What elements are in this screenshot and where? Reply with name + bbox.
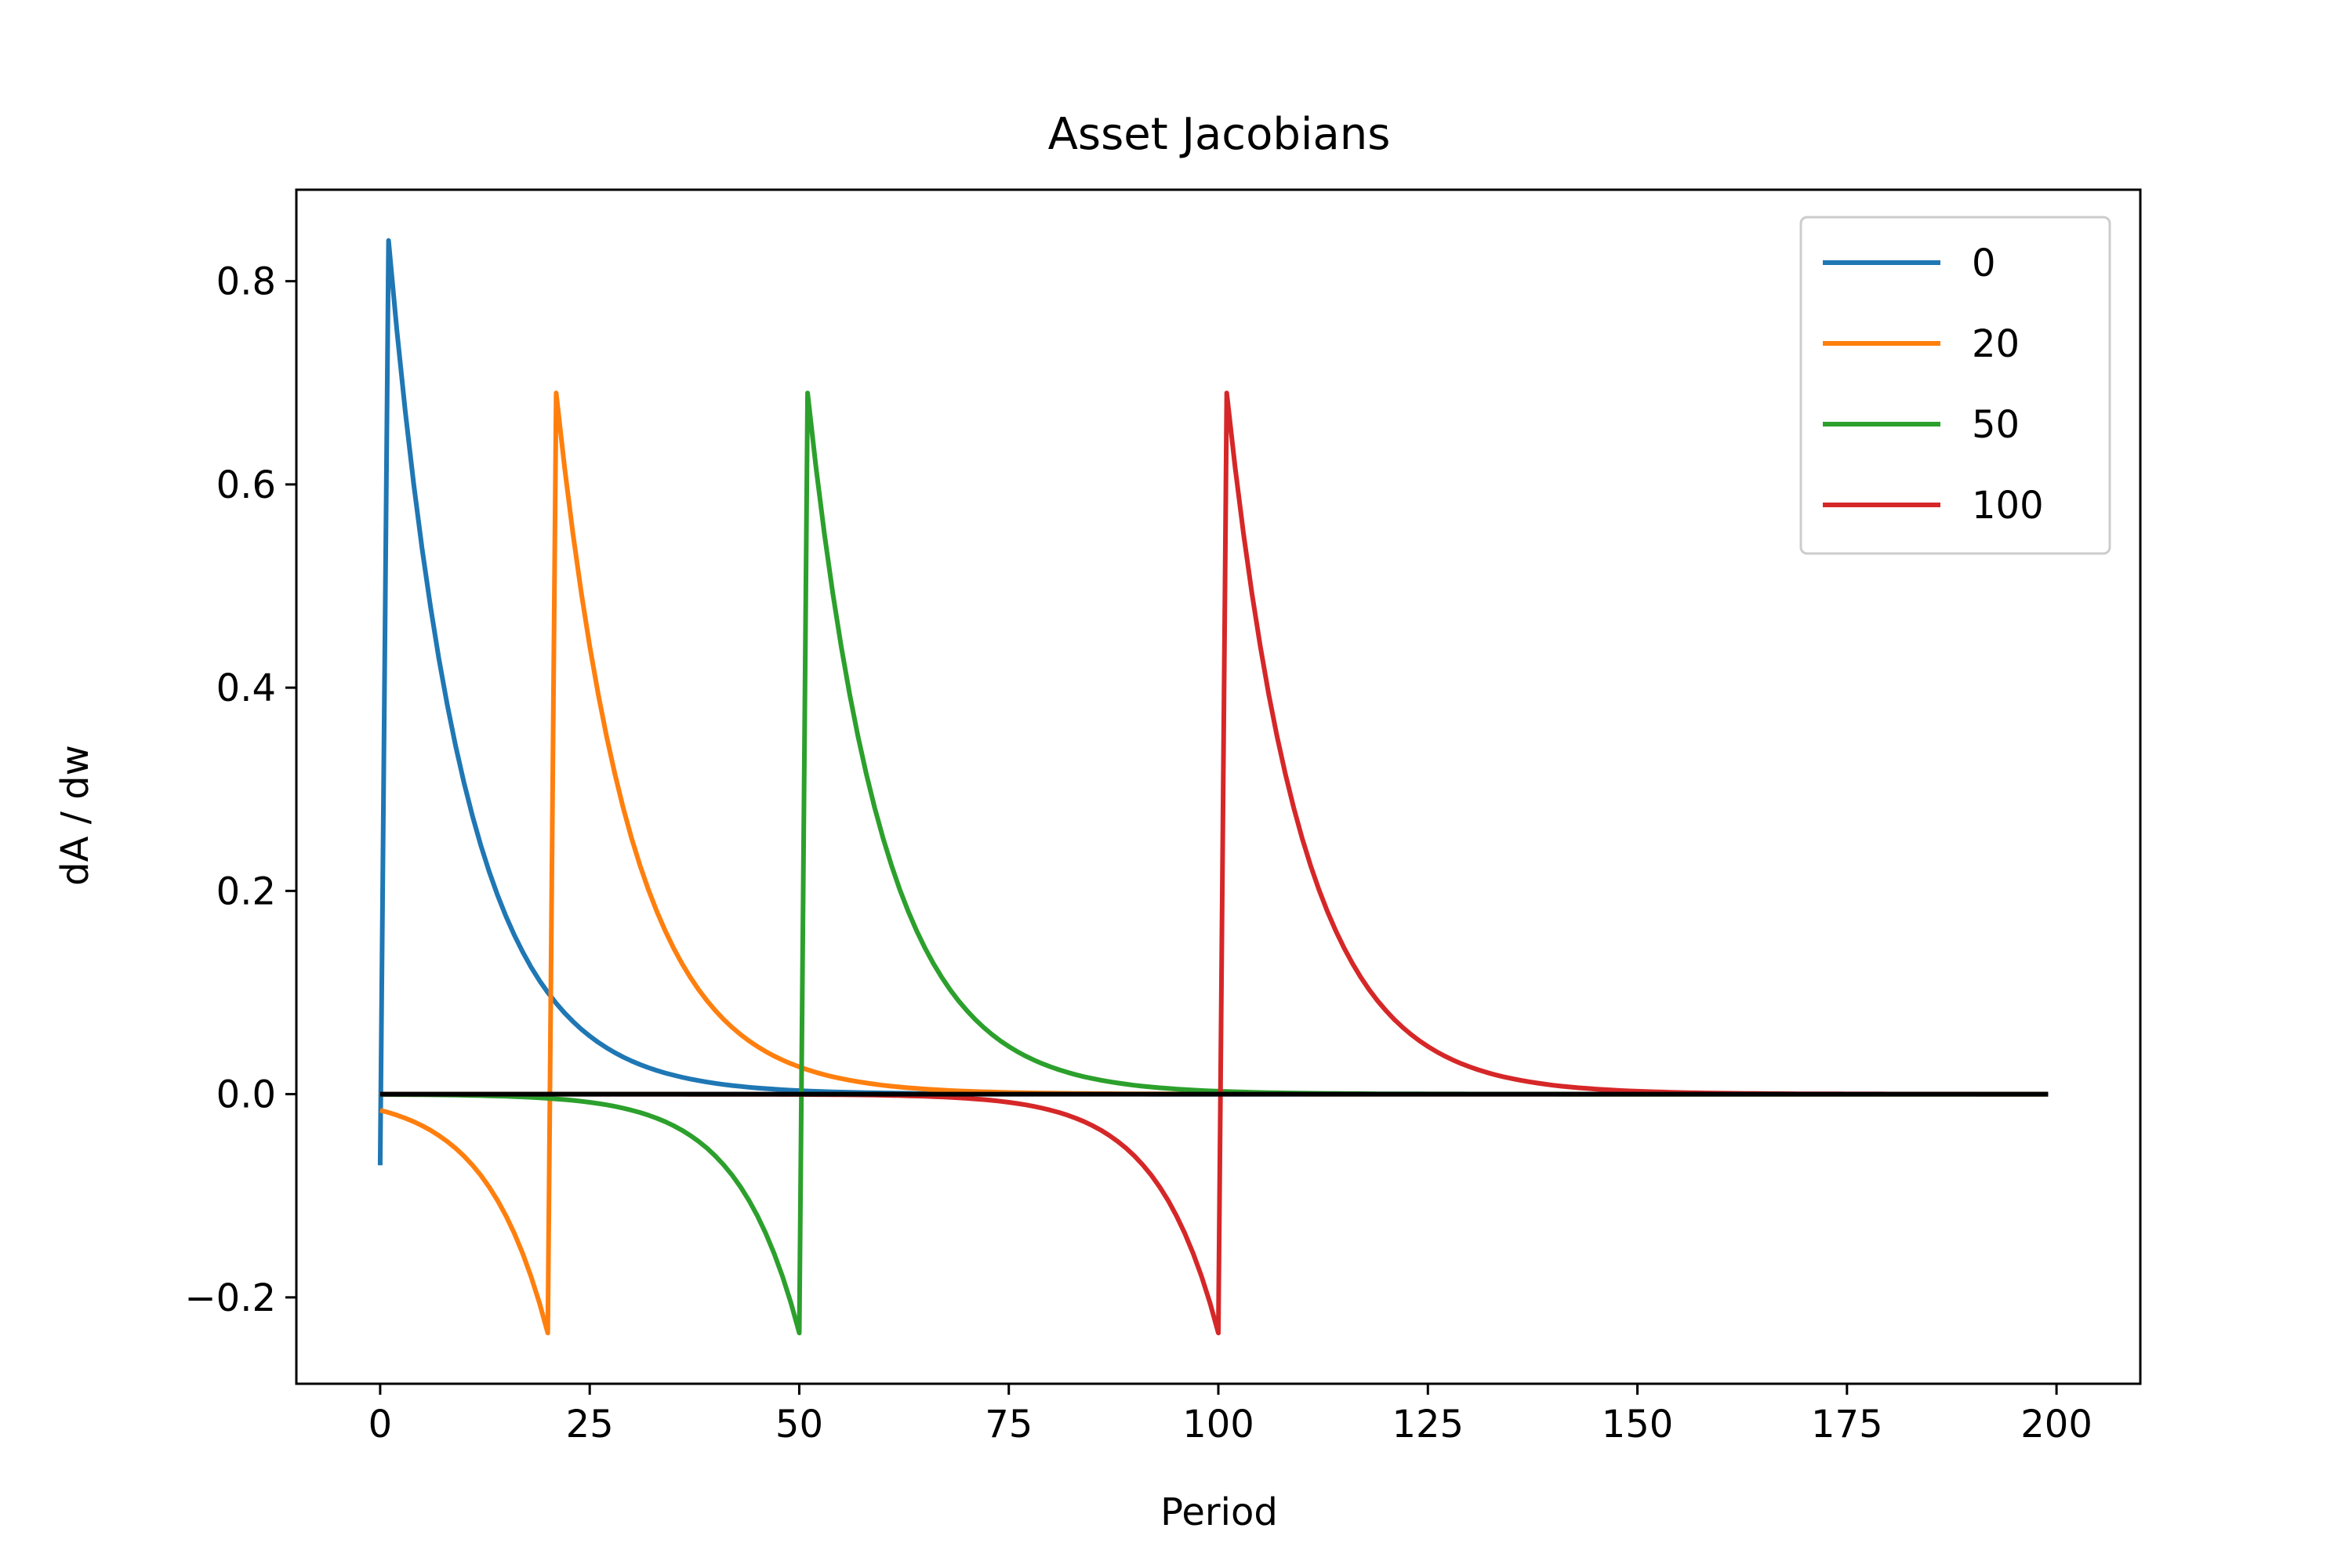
legend-label-100: 100 — [1972, 484, 2044, 528]
plot-area: 0 25 50 75 100 125 150 175 200−0.20.00.20.40.60.… — [184, 188, 2142, 1446]
series-group — [377, 238, 2049, 1336]
x-tick-label: 175 — [1811, 1403, 1883, 1446]
y-tick-label: 0.2 — [216, 869, 276, 913]
x-tick-label: 75 — [985, 1403, 1033, 1446]
legend-box — [1799, 216, 2111, 555]
x-tick-label: 25 — [566, 1403, 614, 1446]
legend: 0 20 50 100 — [1799, 216, 2111, 555]
x-tick-label: 50 — [775, 1403, 823, 1446]
y-tick-label: 0.0 — [216, 1073, 276, 1117]
x-tick-label: 100 — [1182, 1403, 1254, 1446]
x-tick-label: 150 — [1602, 1403, 1674, 1446]
chart-title: Asset Jacobians — [1048, 109, 1391, 160]
y-tick-label: 0.6 — [216, 463, 276, 507]
legend-label-50: 50 — [1972, 403, 2020, 447]
y-tick-label: −0.2 — [184, 1276, 276, 1320]
x-axis-label: Period — [1160, 1490, 1278, 1534]
y-axis-label: dA / dw — [53, 745, 97, 886]
x-tick-label: 200 — [2020, 1403, 2092, 1446]
y-tick-label: 0.8 — [216, 260, 276, 304]
legend-label-20: 20 — [1972, 322, 2020, 366]
legend-label-0: 0 — [1972, 241, 1996, 285]
x-tick-label: 125 — [1392, 1403, 1464, 1446]
x-tick-label: 0 — [368, 1403, 393, 1446]
y-tick-label: 0.4 — [216, 666, 276, 710]
